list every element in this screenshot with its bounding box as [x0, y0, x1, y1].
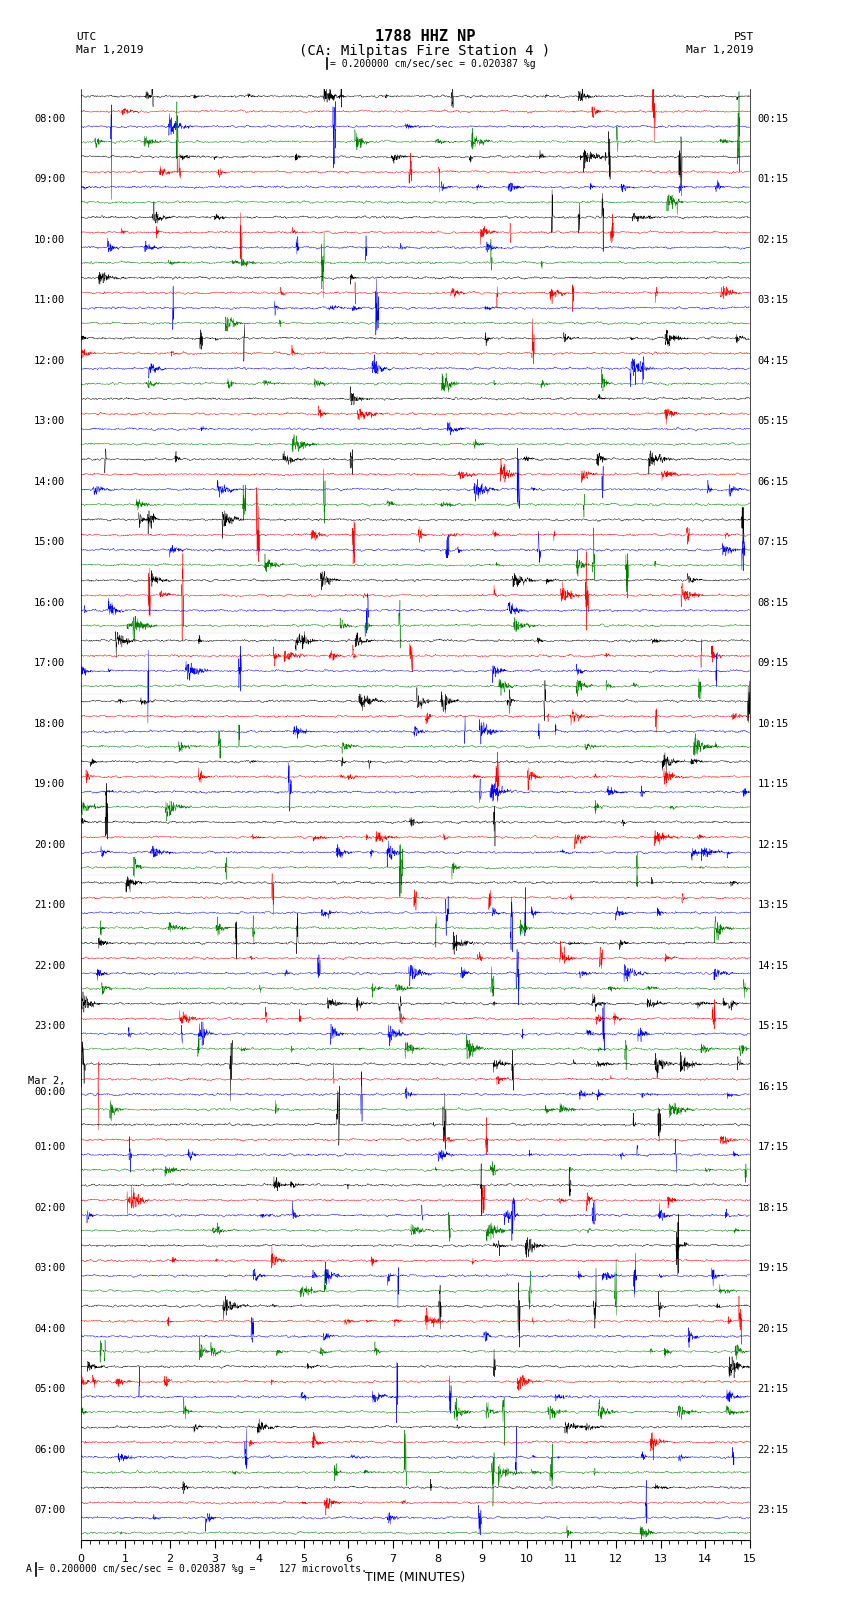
- Text: 01:15: 01:15: [757, 174, 789, 184]
- Text: PST: PST: [734, 32, 754, 42]
- Text: 02:00: 02:00: [34, 1203, 65, 1213]
- Text: 13:15: 13:15: [757, 900, 789, 910]
- Text: Mar 1,2019: Mar 1,2019: [687, 45, 754, 55]
- Text: 08:00: 08:00: [34, 115, 65, 124]
- Text: 14:15: 14:15: [757, 961, 789, 971]
- Text: 06:15: 06:15: [757, 477, 789, 487]
- Text: 23:00: 23:00: [34, 1021, 65, 1031]
- Text: 03:15: 03:15: [757, 295, 789, 305]
- Text: A: A: [26, 1565, 31, 1574]
- Text: 03:00: 03:00: [34, 1263, 65, 1273]
- Text: 12:15: 12:15: [757, 840, 789, 850]
- Text: 19:00: 19:00: [34, 779, 65, 789]
- Text: 11:00: 11:00: [34, 295, 65, 305]
- Text: 09:15: 09:15: [757, 658, 789, 668]
- Text: 17:15: 17:15: [757, 1142, 789, 1152]
- Text: = 0.200000 cm/sec/sec = 0.020387 %g: = 0.200000 cm/sec/sec = 0.020387 %g: [330, 58, 536, 69]
- Text: 14:00: 14:00: [34, 477, 65, 487]
- Text: 08:15: 08:15: [757, 598, 789, 608]
- Text: 01:00: 01:00: [34, 1142, 65, 1152]
- Text: 11:15: 11:15: [757, 779, 789, 789]
- Text: 15:00: 15:00: [34, 537, 65, 547]
- Text: (CA: Milpitas Fire Station 4 ): (CA: Milpitas Fire Station 4 ): [299, 44, 551, 58]
- Text: 04:15: 04:15: [757, 356, 789, 366]
- Text: 07:00: 07:00: [34, 1505, 65, 1515]
- Text: 02:15: 02:15: [757, 235, 789, 245]
- Text: 16:15: 16:15: [757, 1082, 789, 1092]
- Text: 20:15: 20:15: [757, 1324, 789, 1334]
- Text: 21:00: 21:00: [34, 900, 65, 910]
- Text: 15:15: 15:15: [757, 1021, 789, 1031]
- Text: 17:00: 17:00: [34, 658, 65, 668]
- Text: 04:00: 04:00: [34, 1324, 65, 1334]
- Text: UTC: UTC: [76, 32, 97, 42]
- Text: 20:00: 20:00: [34, 840, 65, 850]
- Text: 23:15: 23:15: [757, 1505, 789, 1515]
- Text: 18:15: 18:15: [757, 1203, 789, 1213]
- Text: 16:00: 16:00: [34, 598, 65, 608]
- Text: 10:15: 10:15: [757, 719, 789, 729]
- Text: 09:00: 09:00: [34, 174, 65, 184]
- Text: 18:00: 18:00: [34, 719, 65, 729]
- Text: 1788 HHZ NP: 1788 HHZ NP: [375, 29, 475, 44]
- Text: 05:15: 05:15: [757, 416, 789, 426]
- Text: 10:00: 10:00: [34, 235, 65, 245]
- Text: 19:15: 19:15: [757, 1263, 789, 1273]
- Text: Mar 1,2019: Mar 1,2019: [76, 45, 144, 55]
- Text: 21:15: 21:15: [757, 1384, 789, 1394]
- Text: 05:00: 05:00: [34, 1384, 65, 1394]
- Text: 00:15: 00:15: [757, 115, 789, 124]
- Text: 22:15: 22:15: [757, 1445, 789, 1455]
- Text: 22:00: 22:00: [34, 961, 65, 971]
- Text: = 0.200000 cm/sec/sec = 0.020387 %g =    127 microvolts.: = 0.200000 cm/sec/sec = 0.020387 %g = 12…: [38, 1565, 367, 1574]
- Text: 13:00: 13:00: [34, 416, 65, 426]
- Text: 06:00: 06:00: [34, 1445, 65, 1455]
- Text: Mar 2,
00:00: Mar 2, 00:00: [28, 1076, 65, 1097]
- Text: 12:00: 12:00: [34, 356, 65, 366]
- Text: 07:15: 07:15: [757, 537, 789, 547]
- X-axis label: TIME (MINUTES): TIME (MINUTES): [366, 1571, 465, 1584]
